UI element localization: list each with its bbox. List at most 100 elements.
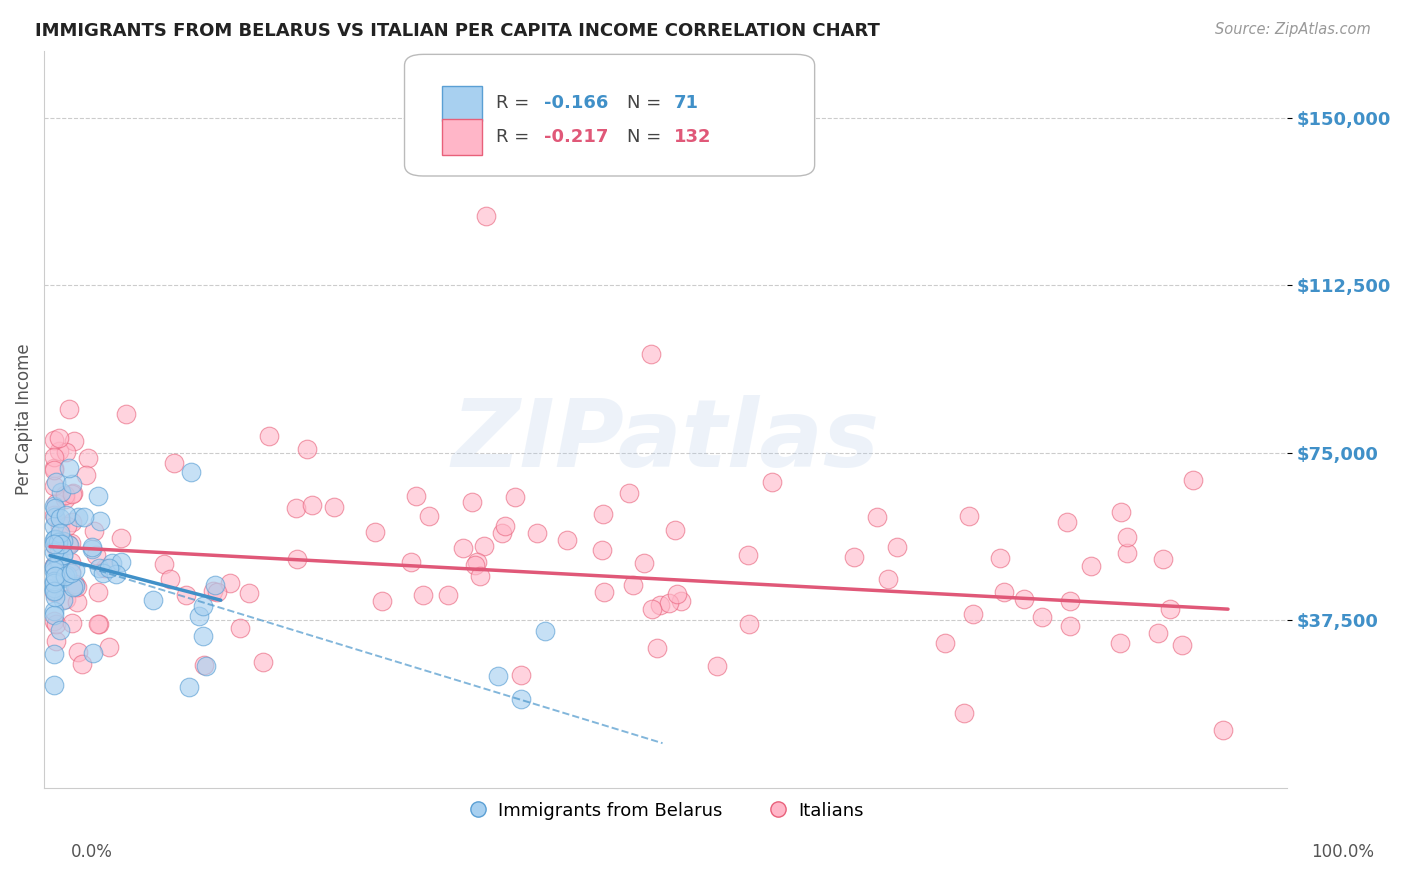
Point xyxy=(42,433,65,447)
Text: N =: N = xyxy=(627,128,666,146)
Point xyxy=(1116,546,1139,560)
Point xyxy=(159,572,181,586)
Point xyxy=(42,499,65,513)
Point xyxy=(451,541,474,555)
Point xyxy=(53,492,76,507)
Point xyxy=(55,444,77,458)
Point xyxy=(669,593,692,607)
Point xyxy=(1159,602,1181,616)
Point xyxy=(60,536,83,550)
Point xyxy=(75,467,97,482)
Text: IMMIGRANTS FROM BELARUS VS ITALIAN PER CAPITA INCOME CORRELATION CHART: IMMIGRANTS FROM BELARUS VS ITALIAN PER C… xyxy=(35,22,880,40)
Point xyxy=(42,558,65,573)
Point xyxy=(1152,552,1174,566)
Point xyxy=(42,460,65,475)
Point xyxy=(45,533,67,548)
Point xyxy=(706,659,728,673)
Point xyxy=(42,575,65,590)
Point xyxy=(44,532,66,546)
Point xyxy=(48,431,70,445)
Point xyxy=(1080,559,1102,574)
Point xyxy=(472,539,495,553)
Point xyxy=(42,584,65,599)
Point xyxy=(42,582,65,597)
Point xyxy=(934,636,956,650)
Point xyxy=(45,496,67,510)
Point xyxy=(60,515,83,529)
Point xyxy=(187,608,209,623)
Point xyxy=(664,523,686,537)
Point xyxy=(58,460,80,475)
Point xyxy=(56,518,79,533)
Point xyxy=(60,566,83,580)
Point xyxy=(44,500,66,515)
Point xyxy=(58,401,80,416)
Point xyxy=(60,616,83,631)
Point xyxy=(45,475,67,489)
Point xyxy=(301,498,323,512)
Point xyxy=(877,572,900,586)
Point xyxy=(60,565,83,579)
FancyBboxPatch shape xyxy=(441,86,482,121)
Point xyxy=(1116,530,1139,544)
Point xyxy=(503,490,526,504)
Point xyxy=(257,428,280,442)
Text: N =: N = xyxy=(627,95,666,112)
Point xyxy=(67,510,90,524)
Point xyxy=(42,614,65,628)
Point xyxy=(44,508,66,522)
Point xyxy=(219,576,242,591)
Point xyxy=(238,586,260,600)
Point xyxy=(52,571,75,585)
FancyBboxPatch shape xyxy=(441,120,482,155)
Point xyxy=(48,541,70,556)
Point xyxy=(591,543,613,558)
Point xyxy=(526,525,548,540)
Point xyxy=(399,555,422,569)
Point xyxy=(645,641,668,656)
Point xyxy=(55,592,77,607)
Point xyxy=(62,486,84,500)
Text: 0.0%: 0.0% xyxy=(70,843,112,861)
Point xyxy=(465,555,488,569)
Point xyxy=(70,657,93,672)
Point xyxy=(97,640,120,654)
Point xyxy=(42,581,65,595)
Point xyxy=(42,604,65,618)
Point xyxy=(45,633,67,648)
Point xyxy=(49,624,72,638)
Point xyxy=(115,407,138,421)
Point xyxy=(475,209,498,223)
Point xyxy=(44,584,66,599)
Point xyxy=(66,645,89,659)
Point xyxy=(468,568,491,582)
Point xyxy=(163,456,186,470)
Point xyxy=(1012,591,1035,606)
Point xyxy=(42,533,65,548)
Point xyxy=(44,590,66,604)
Point xyxy=(593,584,616,599)
Text: R =: R = xyxy=(496,95,536,112)
Point xyxy=(44,569,66,583)
Point xyxy=(323,500,346,514)
Point xyxy=(177,680,200,694)
Point xyxy=(53,487,76,501)
Point xyxy=(619,486,641,500)
Point xyxy=(42,678,65,692)
Point xyxy=(557,533,579,548)
Point xyxy=(285,552,308,566)
Point xyxy=(44,510,66,524)
Point xyxy=(77,450,100,465)
Point xyxy=(1146,626,1168,640)
Point xyxy=(42,463,65,477)
Text: -0.166: -0.166 xyxy=(544,95,607,112)
Point xyxy=(491,526,513,541)
Point xyxy=(110,555,132,569)
Point xyxy=(193,658,215,673)
Point xyxy=(46,534,69,549)
Point xyxy=(464,558,486,572)
Point xyxy=(91,566,114,581)
Point xyxy=(201,584,224,599)
Point xyxy=(58,537,80,551)
Text: 132: 132 xyxy=(675,128,711,146)
